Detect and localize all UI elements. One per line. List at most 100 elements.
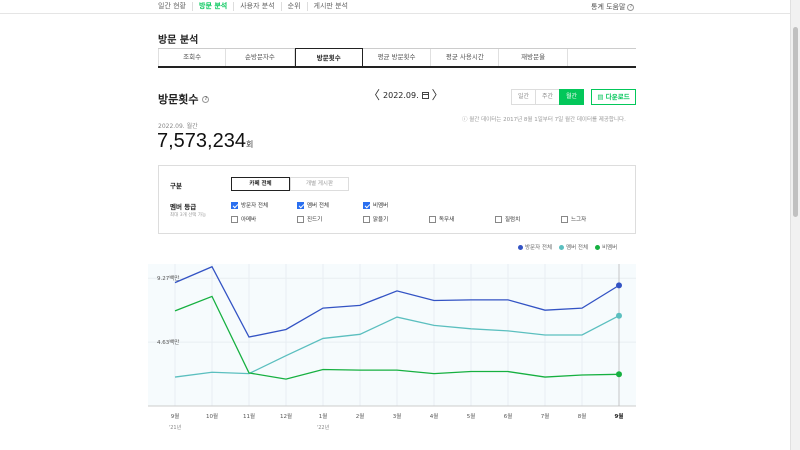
- legend-label: 멤버 전체: [566, 245, 589, 251]
- period-toggle: 일간 주간 월간: [511, 89, 584, 105]
- chevron-right-icon[interactable]: 〉: [431, 88, 444, 102]
- checkbox-grade-4[interactable]: 독무새: [429, 215, 454, 223]
- stats-help-label: 통계 도움말: [591, 3, 626, 11]
- current-date: 2022.09.: [383, 90, 419, 100]
- checkbox-empty-icon: [495, 215, 502, 223]
- tab-avg-visit-count[interactable]: 평균 방문횟수: [362, 49, 432, 66]
- legend-dot-icon: [518, 244, 523, 250]
- group-segment: 카페 전체 개별 게시판: [231, 177, 349, 191]
- download-label: 다운로드: [605, 93, 630, 101]
- x-tick-label: 7월: [541, 412, 550, 420]
- checkbox-label: 느그자: [571, 217, 587, 223]
- download-icon: ▤: [597, 93, 604, 101]
- filter-panel: 구분 카페 전체 개별 게시판 멤버 등급 최대 3개 선택 가능 방문자 전체…: [158, 165, 636, 234]
- period-weekly-button[interactable]: 주간: [535, 89, 560, 105]
- checkbox-label: 독무새: [439, 217, 455, 223]
- x-tick-label: 3월: [393, 412, 402, 420]
- checkbox-grade-5[interactable]: 질럼치: [495, 215, 520, 223]
- calendar-icon[interactable]: [421, 91, 429, 99]
- top-navigation: 일간 현황 방문 분석 사용자 분석 순위 게시판 분석 통계 도움말 ?: [0, 0, 790, 14]
- x-tick-label: 6월: [504, 412, 513, 420]
- checkbox-empty-icon: [297, 215, 304, 223]
- download-button[interactable]: ▤ 다운로드: [591, 89, 636, 105]
- checkbox-grade-1[interactable]: 아메바: [231, 215, 256, 223]
- y-tick-label: 9.27백만: [157, 274, 179, 282]
- x-tick-label: 8월: [578, 412, 587, 420]
- checkbox-grade-3[interactable]: 맑을기: [363, 215, 388, 223]
- tab-revisit-rate[interactable]: 재방문율: [499, 49, 568, 66]
- checkbox-checked-icon: [231, 201, 238, 209]
- series-point: [616, 312, 622, 319]
- legend-all-visitors[interactable]: 방문자 전체: [518, 243, 552, 251]
- top-nav-visit-analysis[interactable]: 방문 분석: [193, 2, 235, 11]
- x-tick-label: 12월: [280, 412, 292, 420]
- scrollbar-thumb[interactable]: [793, 27, 798, 217]
- chevron-left-icon[interactable]: 〈: [368, 88, 381, 102]
- checkbox-label: 맑을기: [373, 217, 389, 223]
- checkbox-label: 진드기: [307, 217, 323, 223]
- period-monthly-button[interactable]: 월간: [559, 89, 584, 105]
- analysis-tabs: 조회수 순방문자수 방문횟수 평균 방문횟수 평균 사용시간 재방문율: [158, 48, 636, 68]
- tab-visit-count[interactable]: 방문횟수: [294, 48, 363, 66]
- checkbox-non-members[interactable]: 비멤버: [363, 201, 388, 209]
- tab-unique-visitors[interactable]: 순방문자수: [226, 49, 295, 66]
- series-line: [174, 265, 620, 338]
- top-nav-user-analysis[interactable]: 사용자 분석: [234, 2, 282, 11]
- series-line: [174, 295, 620, 380]
- x-tick-label: 4월: [430, 412, 439, 420]
- segment-cafe-all[interactable]: 카페 전체: [231, 177, 290, 191]
- x-tick-label: 1월: [319, 412, 328, 420]
- period-daily-button[interactable]: 일간: [511, 89, 536, 105]
- summary-unit: 회: [245, 140, 254, 149]
- top-nav-board-analysis[interactable]: 게시판 분석: [313, 2, 348, 10]
- checkbox-empty-icon: [429, 215, 436, 223]
- legend-label: 방문자 전체: [525, 245, 553, 251]
- top-nav-items: 일간 현황 방문 분석 사용자 분석 순위 게시판 분석: [158, 2, 354, 11]
- checkbox-empty-icon: [561, 215, 568, 223]
- page-title-text: 방문횟수: [158, 93, 199, 106]
- x-tick-label: 10월: [206, 412, 218, 420]
- series-line: [174, 315, 620, 378]
- data-notice: ⓘ 월간 데이터는 2017년 8월 1일부터 7일 월간 데이터를 제공합니다…: [462, 117, 626, 123]
- tab-views[interactable]: 조회수: [158, 49, 227, 66]
- series-point: [616, 282, 622, 289]
- legend-dot-icon: [559, 244, 565, 250]
- legend-label: 비멤버: [602, 245, 618, 251]
- x-tick-label: 9월: [171, 412, 180, 420]
- y-tick-label: 4.63백만: [157, 338, 179, 346]
- checkbox-label: 질럼치: [505, 217, 521, 223]
- tab-avg-time[interactable]: 평균 사용시간: [431, 49, 500, 66]
- checkbox-label: 멤버 전체: [307, 203, 329, 209]
- checkbox-grade-6[interactable]: 느그자: [561, 215, 586, 223]
- line-chart: 9.27백만 4.63백만 9월 10월 11월 12월 1월 2월 3월 4월 5월 6월 7월 8월 9…: [0, 258, 790, 450]
- checkbox-empty-icon: [231, 215, 238, 223]
- member-grade-label: 멤버 등급: [170, 203, 197, 211]
- legend-dot-icon: [595, 244, 601, 250]
- checkbox-grade-2[interactable]: 진드기: [297, 215, 322, 223]
- x-year-label: '21년: [169, 424, 182, 431]
- question-icon[interactable]: ?: [202, 95, 210, 103]
- page-title: 방문횟수 ?: [158, 91, 210, 107]
- x-tick-label: 11월: [243, 412, 255, 420]
- checkbox-all-visitors[interactable]: 방문자 전체: [231, 201, 268, 209]
- series-point: [616, 371, 622, 378]
- checkbox-label: 비멤버: [373, 203, 389, 209]
- group-label: 구분: [170, 182, 182, 190]
- summary-number: 7,573,234: [157, 130, 246, 152]
- page-scrollbar[interactable]: [790, 0, 800, 450]
- checkbox-all-members[interactable]: 멤버 전체: [297, 201, 329, 209]
- segment-individual-board[interactable]: 개별 게시판: [290, 177, 349, 191]
- x-year-label: '22년: [317, 424, 330, 431]
- checkbox-empty-icon: [363, 215, 370, 223]
- date-navigator: 〈 2022.09. 〉: [368, 89, 444, 101]
- question-icon: ?: [627, 3, 635, 11]
- legend-non-members[interactable]: 비멤버: [595, 243, 617, 251]
- stats-help-link[interactable]: 통계 도움말 ?: [591, 2, 635, 12]
- top-nav-ranking[interactable]: 순위: [282, 2, 308, 11]
- chart-legend: 방문자 전체 멤버 전체 비멤버: [518, 243, 617, 251]
- summary-date: 2022.09. 월간: [158, 123, 198, 130]
- member-grade-hint: 최대 3개 선택 가능: [170, 213, 207, 218]
- checkbox-label: 아메바: [241, 217, 257, 223]
- top-nav-daily[interactable]: 일간 현황: [158, 2, 193, 11]
- legend-all-members[interactable]: 멤버 전체: [559, 243, 588, 251]
